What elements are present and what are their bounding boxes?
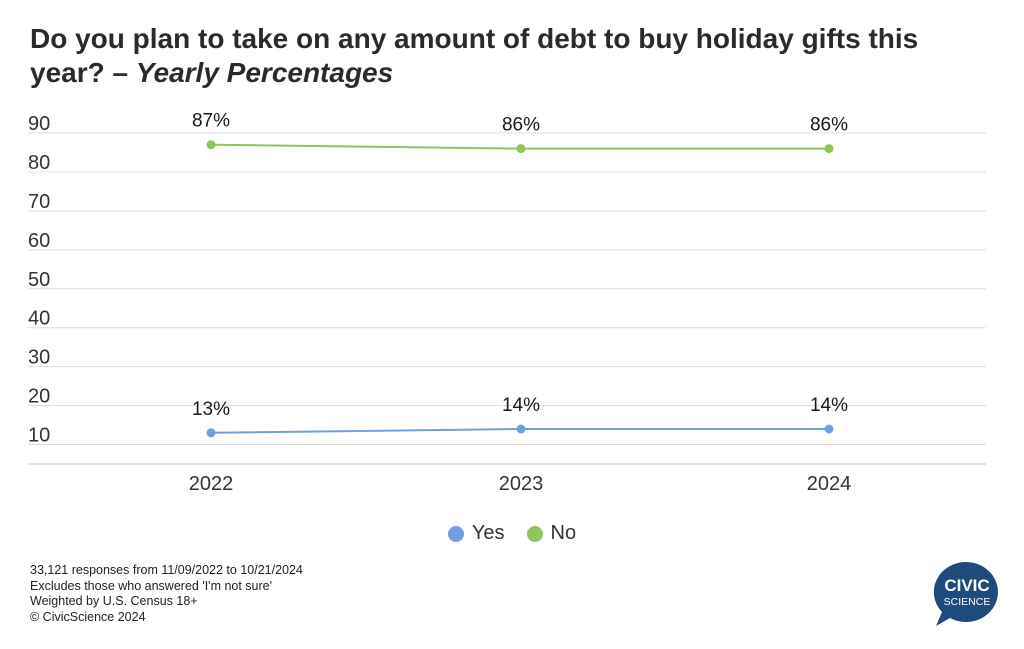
x-tick-label-2024: 2024 <box>807 473 852 495</box>
x-tick-label-2023: 2023 <box>499 473 544 495</box>
y-tick-label-30: 30 <box>28 347 50 369</box>
legend-swatch-yes <box>447 525 464 542</box>
y-tick-label-80: 80 <box>28 152 50 174</box>
civicscience-logo: CIVIC SCIENCE <box>933 561 998 626</box>
point-no-2022 <box>206 140 216 150</box>
point-no-2023 <box>516 144 526 154</box>
chart-title-subtitle: Yearly Percentages <box>135 57 394 88</box>
y-tick-label-70: 70 <box>28 191 50 213</box>
legend: Yes No <box>0 522 1024 545</box>
grid-layer <box>28 132 986 465</box>
legend-swatch-no <box>526 525 543 542</box>
y-tick-label-40: 40 <box>28 308 50 330</box>
chart-title-main: Do you plan to take on any amount of deb… <box>30 23 919 88</box>
label-layer: 10 20 30 40 50 60 70 80 90 2022 2023 2024 13% 14% 14% 8… <box>28 111 851 495</box>
legend-label-no: No <box>550 522 577 544</box>
series-layer <box>206 140 834 438</box>
footnote-responses: 33,121 responses from 11/09/2022 to 10/2… <box>30 563 303 577</box>
legend-label-yes: Yes <box>471 522 505 544</box>
y-tick-label-10: 10 <box>28 425 50 447</box>
footnote-weighting: Weighted by U.S. Census 18+ <box>30 594 198 608</box>
data-label-yes-2022: 13% <box>192 399 230 420</box>
point-yes-2022 <box>206 428 216 438</box>
data-label-yes-2023: 14% <box>502 395 540 416</box>
footnote-copyright: © CivicScience 2024 <box>30 609 146 624</box>
data-label-no-2023: 86% <box>502 115 540 136</box>
point-yes-2023 <box>516 424 526 434</box>
point-yes-2024 <box>824 424 834 434</box>
data-label-no-2024: 86% <box>810 115 848 136</box>
point-no-2024 <box>824 144 834 154</box>
chart-title: Do you plan to take on any amount of deb… <box>30 22 990 90</box>
x-tick-label-2022: 2022 <box>189 473 234 495</box>
logo-speech-bubble <box>933 561 998 626</box>
y-tick-label-50: 50 <box>28 269 50 291</box>
data-label-no-2022: 87% <box>192 111 230 132</box>
y-tick-label-20: 20 <box>28 386 50 408</box>
legend-item-no: No <box>526 522 577 545</box>
logo-text-science: SCIENCE <box>944 596 991 608</box>
legend-item-yes: Yes <box>447 522 505 545</box>
footnotes: 33,121 responses from 11/09/2022 to 10/2… <box>30 563 303 625</box>
footnote-exclusions: Excludes those who answered 'I'm not sur… <box>30 578 273 593</box>
data-label-yes-2024: 14% <box>810 395 848 416</box>
y-tick-label-60: 60 <box>28 230 50 252</box>
y-tick-label-90: 90 <box>28 113 50 135</box>
logo-text-civic: CIVIC <box>944 576 989 595</box>
